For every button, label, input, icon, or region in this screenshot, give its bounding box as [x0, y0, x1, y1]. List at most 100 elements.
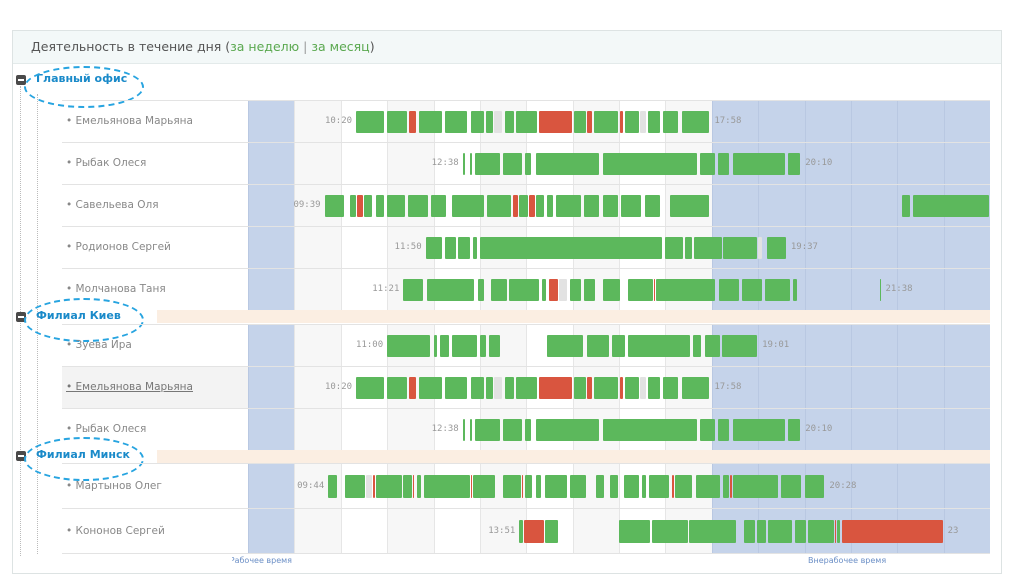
start-time: 09:44	[297, 480, 325, 491]
hour-column	[294, 101, 341, 143]
idle-segment	[653, 279, 656, 301]
end-time: 17:58	[714, 382, 742, 392]
active-segment	[619, 520, 651, 543]
active-segment	[418, 377, 442, 399]
employee-row[interactable]: • Рыбак Олеся 12:38 20:10	[62, 408, 990, 451]
active-segment	[609, 475, 618, 498]
active-segment	[621, 195, 642, 217]
timeline: 11:21 21:38	[248, 269, 990, 311]
active-segment	[628, 335, 690, 357]
idle-segment	[619, 111, 623, 133]
active-segment	[723, 475, 730, 498]
employee-name[interactable]: • Савельева Оля	[66, 199, 159, 211]
hour-column	[850, 185, 898, 227]
week-link[interactable]: за неделю	[230, 39, 300, 54]
employee-name[interactable]: • Родионов Сергей	[66, 241, 171, 253]
active-segment	[477, 279, 484, 301]
employee-name[interactable]: • Молчанова Таня	[66, 283, 166, 295]
group-band	[157, 450, 990, 463]
active-segment	[573, 111, 586, 133]
gap-segment	[558, 279, 567, 301]
active-segment	[670, 195, 710, 217]
hour-column	[804, 101, 851, 143]
hour-column	[248, 409, 295, 451]
hour-column	[943, 509, 990, 554]
collapse-icon[interactable]	[16, 312, 26, 322]
hour-column	[897, 325, 944, 367]
employee-row[interactable]: • Молчанова Таня 11:21 21:38	[62, 268, 990, 311]
hour-column	[804, 325, 851, 367]
hour-column	[711, 101, 759, 143]
employee-row[interactable]: • Кононов Сергей 13:51 23	[62, 508, 990, 554]
employee-row[interactable]: • Рыбак Олеся 12:38 20:10	[62, 142, 990, 185]
hour-column	[479, 325, 527, 367]
idle-segment	[538, 377, 572, 399]
hour-column	[248, 101, 295, 143]
active-segment	[681, 377, 710, 399]
timeline: 13:51 23	[248, 509, 990, 554]
employee-name[interactable]: • Рыбак Олеся	[66, 423, 147, 435]
timeline: 11:00 19:01	[248, 325, 990, 367]
active-segment	[699, 419, 716, 441]
active-segment	[624, 377, 639, 399]
highlight-ellipse	[24, 437, 144, 481]
employee-name[interactable]: • Емельянова Марьяна	[66, 115, 193, 127]
active-segment	[584, 195, 600, 217]
active-segment	[689, 520, 737, 543]
active-segment	[781, 475, 802, 498]
gap-segment	[639, 111, 646, 133]
employee-name[interactable]: • Рыбак Олеся	[66, 157, 147, 169]
active-segment	[440, 335, 449, 357]
active-segment	[505, 111, 514, 133]
end-time: 19:01	[762, 340, 790, 350]
idle-segment	[528, 195, 535, 217]
timeline: 09:39	[248, 185, 990, 227]
active-segment	[586, 335, 609, 357]
employee-row[interactable]: • Зуева Ира 11:00 19:01	[62, 324, 990, 367]
hour-column	[943, 325, 990, 367]
collapse-icon[interactable]	[16, 75, 26, 85]
idle-segment	[841, 520, 943, 543]
footer-line	[62, 553, 990, 554]
hour-column	[943, 409, 990, 451]
active-segment	[479, 237, 663, 259]
employee-row[interactable]: • Родионов Сергей 11:50 19:37	[62, 226, 990, 269]
employee-row[interactable]: • Мартынов Олег 09:44 20:28	[62, 463, 990, 509]
employee-name[interactable]: • Зуева Ира	[66, 339, 132, 351]
active-segment	[594, 111, 618, 133]
hour-column	[897, 409, 944, 451]
gap-segment	[366, 475, 373, 498]
active-segment	[901, 195, 911, 217]
employee-name[interactable]: • Кононов Сергей	[66, 524, 165, 537]
hour-column	[850, 143, 898, 185]
active-segment	[544, 520, 558, 543]
employee-row[interactable]: • Емельянова Марьяна 10:20 17:58	[62, 100, 990, 143]
hour-column	[850, 325, 898, 367]
employee-row[interactable]: • Савельева Оля 09:39	[62, 184, 990, 227]
start-time: 09:39	[293, 200, 321, 210]
employee-name[interactable]: • Мартынов Олег	[66, 479, 162, 492]
active-segment	[519, 520, 523, 543]
employee-row[interactable]: • Емельянова Марьяна 10:20 17:58	[62, 366, 990, 409]
hour-column	[850, 367, 898, 409]
hour-column	[943, 143, 990, 185]
employee-name[interactable]: • Емельянова Марьяна	[66, 381, 193, 393]
active-segment	[573, 377, 586, 399]
active-segment	[345, 475, 366, 498]
active-segment	[503, 153, 522, 175]
active-segment	[505, 377, 514, 399]
idle-segment	[412, 475, 415, 498]
active-segment	[642, 475, 646, 498]
collapse-icon[interactable]	[16, 451, 26, 461]
active-segment	[387, 335, 431, 357]
month-link[interactable]: за месяц	[311, 39, 370, 54]
hour-column	[479, 509, 527, 554]
active-segment	[535, 475, 542, 498]
hour-column	[340, 509, 388, 554]
active-segment	[418, 111, 442, 133]
active-segment	[324, 195, 345, 217]
active-segment	[808, 520, 834, 543]
active-segment	[462, 419, 465, 441]
hour-column	[294, 367, 341, 409]
active-segment	[503, 419, 522, 441]
